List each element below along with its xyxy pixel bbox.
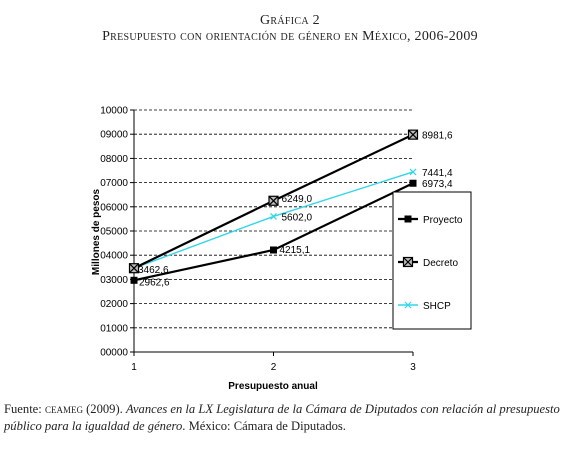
data-label-decreto: 6249,0: [282, 194, 313, 205]
x-tick-label: 1: [131, 362, 137, 373]
point-decreto: [128, 263, 140, 274]
point-shcp: [409, 168, 417, 176]
data-label-proyecto: 6973,4: [422, 179, 453, 190]
y-tick-label: 03000: [100, 275, 128, 286]
legend-marker: [404, 301, 412, 309]
caption-prefix: Fuente:: [4, 402, 45, 416]
y-tick-label: 06000: [100, 202, 128, 213]
source-caption: Fuente: ceameg (2009). Avances en la LX …: [4, 401, 576, 435]
data-labels: 2962,6 4215,1 6973,4 3462,6 6249,0 8981,6 5602…: [138, 131, 453, 289]
point-shcp: [270, 213, 277, 220]
point-decreto: [268, 195, 279, 206]
figure-number-title: Gráfica 2: [260, 13, 320, 28]
data-label-proyecto: 2962,6: [139, 277, 170, 288]
figure-title: Presupuesto con orientación de género en…: [102, 29, 478, 44]
point-decreto: [407, 129, 419, 140]
chart-legend: Proyecto Decreto SHCP: [392, 191, 472, 330]
y-tick-label: 04000: [100, 251, 128, 262]
chart-axes: 00000 01000 02000 03000 04000 05000 06000 07000…: [100, 106, 416, 374]
caption-source-title: Avances en la LX Legislatura de la Cámar…: [4, 402, 560, 433]
data-label-proyecto: 4215,1: [280, 245, 311, 256]
caption-suffix: . México: Cámara de Diputados.: [182, 419, 346, 433]
x-tick-label: 3: [410, 362, 416, 373]
data-label-shcp: 5602,0: [282, 212, 313, 223]
legend-label-shcp: SHCP: [423, 301, 451, 312]
y-tick-label: 10000: [100, 106, 128, 117]
x-tick-label: 2: [271, 362, 277, 373]
y-tick-label: 01000: [100, 323, 128, 334]
caption-year: (2009).: [82, 402, 126, 416]
y-tick-label: 02000: [100, 299, 128, 310]
legend-marker: [404, 215, 412, 223]
data-label-decreto: 8981,6: [422, 131, 453, 142]
y-tick-label: 05000: [100, 227, 128, 238]
chart-series: [128, 129, 419, 284]
y-axis-title: Millones de pesos: [91, 188, 102, 275]
legend-marker: [402, 256, 414, 268]
y-tick-label: 00000: [100, 348, 128, 359]
y-tick-label: 09000: [100, 130, 128, 141]
point-proyecto: [130, 276, 138, 284]
data-label-decreto: 3462,6: [138, 265, 169, 276]
caption-org: ceameg: [44, 402, 83, 416]
y-tick-label: 07000: [100, 178, 128, 189]
data-label-shcp: 7441,4: [422, 168, 453, 179]
legend-label-decreto: Decreto: [423, 258, 458, 269]
y-tick-label: 08000: [100, 154, 128, 165]
series-line-shcp: [133, 171, 414, 269]
point-proyecto: [270, 246, 277, 254]
grid-lines: [134, 109, 413, 329]
point-proyecto: [409, 179, 417, 187]
x-axis-title: Presupuesto anual: [228, 381, 318, 392]
legend-label-proyecto: Proyecto: [423, 215, 463, 226]
